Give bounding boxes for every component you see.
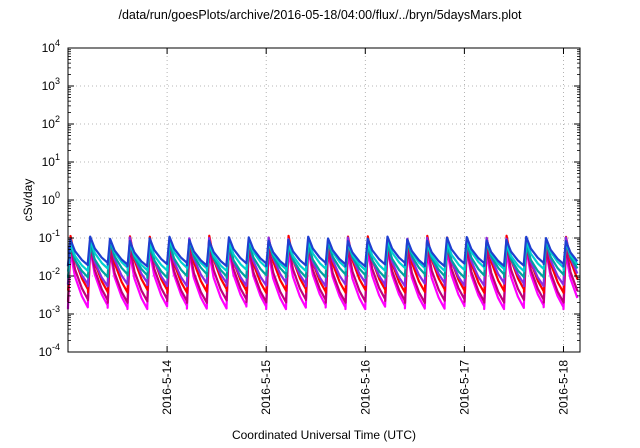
x-axis-label: Coordinated Universal Time (UTC) <box>231 428 417 442</box>
y-tick-label: 101 <box>42 152 60 169</box>
x-tick-label: 2016-5-18 <box>556 360 570 415</box>
y-tick-label: 103 <box>42 76 60 93</box>
series-line <box>66 235 579 268</box>
chart-title: /data/run/goesPlots/archive/2016-05-18/0… <box>118 8 522 22</box>
y-tick-label: 10-3 <box>39 304 60 321</box>
y-axis-label: cSv/day <box>21 179 35 222</box>
series-line <box>66 236 579 288</box>
x-tick-label: 2016-5-16 <box>358 360 372 415</box>
x-tick-label: 2016-5-17 <box>457 360 471 415</box>
y-tick-label: 10-1 <box>39 228 60 245</box>
series-line <box>67 238 579 273</box>
x-axis-ticks: 2016-5-14 2016-5-15 2016-5-16 2016-5-17 2016… <box>160 48 570 415</box>
y-tick-label: 10-2 <box>39 266 60 283</box>
y-tick-label: 10-4 <box>39 342 60 359</box>
y-tick-label: 100 <box>42 190 60 207</box>
series-group <box>66 234 579 311</box>
y-axis-ticks: 10-4 10-3 10-2 10-1 100 101 102 103 104 <box>39 38 580 359</box>
x-tick-label: 2016-5-15 <box>259 360 273 415</box>
y-tick-label: 102 <box>42 114 60 131</box>
y-tick-label: 104 <box>42 38 60 55</box>
x-tick-label: 2016-5-14 <box>160 360 174 415</box>
